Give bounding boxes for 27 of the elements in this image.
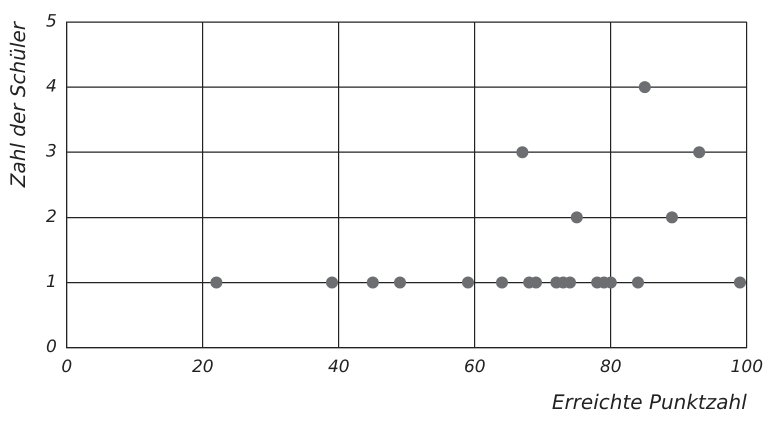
point <box>632 276 644 288</box>
y-tick-label: 1 <box>46 272 57 292</box>
point <box>496 276 508 288</box>
point <box>366 276 379 288</box>
y-tick-label: 3 <box>46 142 57 162</box>
y-tick-label: 5 <box>46 11 57 32</box>
x-tick-label: 80 <box>600 357 622 378</box>
point <box>516 146 528 158</box>
y-tick-label: 2 <box>46 206 57 227</box>
point <box>462 276 474 288</box>
y-axis-title: Zahl der Schüler <box>6 20 30 188</box>
point <box>570 211 583 224</box>
y-tick-label: 4 <box>46 76 57 97</box>
point <box>666 211 678 224</box>
x-tick-label: 100 <box>730 357 764 378</box>
x-tick-label: 40 <box>328 357 350 378</box>
x-tick-label: 60 <box>464 357 486 378</box>
x-tick-label: 0 <box>61 357 72 378</box>
point <box>394 276 406 288</box>
point <box>210 276 222 288</box>
x-axis-title: Erreichte Punktzahl <box>552 390 748 414</box>
x-tick-label: 20 <box>192 357 214 378</box>
point <box>734 276 746 288</box>
point <box>693 146 706 158</box>
point <box>638 81 651 94</box>
y-tick-label: 0 <box>46 337 57 358</box>
point <box>326 276 338 288</box>
